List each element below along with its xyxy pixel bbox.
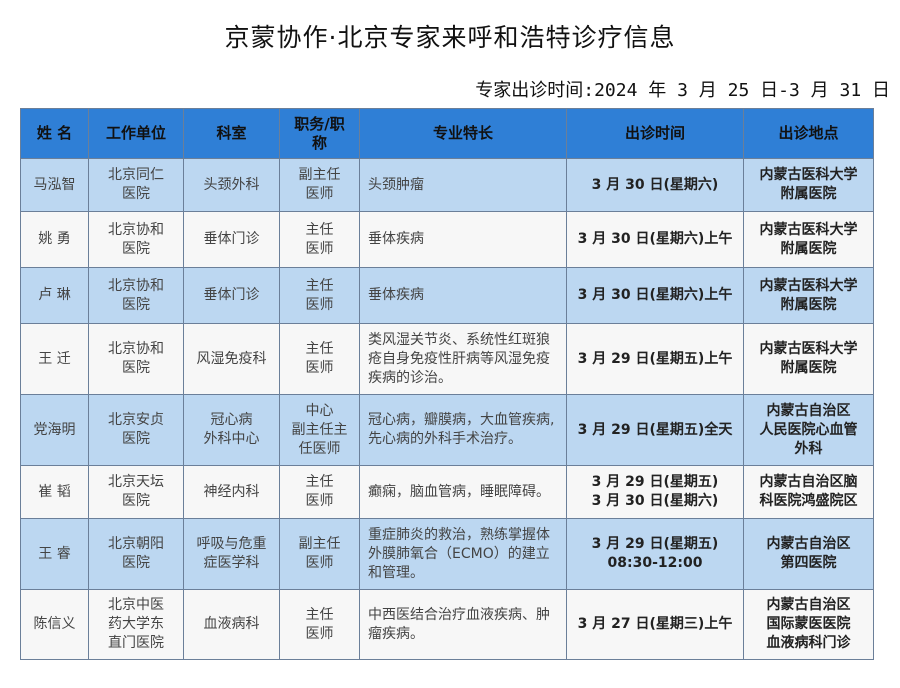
table-row: 卢 琳北京协和 医院 垂体门诊 主任 医师 垂体疾病 3 月 30 日(星期六)上午 内蒙…	[20, 267, 874, 324]
header-unit: 工作单位	[88, 108, 184, 159]
cell-time: 3 月 29 日(星期五) 08:30-12:00	[566, 518, 744, 590]
cell-time: 3 月 29 日(星期五)全天	[566, 394, 744, 466]
cell-name: 崔 韬	[20, 465, 89, 519]
cell-unit: 北京同仁 医院	[88, 158, 184, 212]
cell-specialty: 重症肺炎的救治，熟练掌握体外膜肺氧合（ECMO）的建立和管理。	[359, 518, 567, 590]
table-row: 姚 勇北京协和 医院 垂体门诊 主任 医师 垂体疾病 3 月 30 日(星期六)上午 内蒙…	[20, 211, 874, 268]
cell-department: 呼吸与危重 症医学科	[183, 518, 280, 590]
cell-position: 主任 医师	[279, 211, 360, 268]
cell-time: 3 月 30 日(星期六)上午	[566, 267, 744, 324]
header-specialty: 专业特长	[359, 108, 567, 159]
cell-unit: 北京协和 医院	[88, 211, 184, 268]
page-title: 京蒙协作·北京专家来呼和浩特诊疗信息	[224, 23, 676, 52]
cell-department: 头颈外科	[183, 158, 280, 212]
cell-unit: 北京天坛 医院	[88, 465, 184, 519]
cell-position: 副主任 医师	[279, 518, 360, 590]
table-row: 陈信义 北京中医 药大学东 直门医院 血液病科 主任 医师 中西医结合治疗血液疾病、肿瘤…	[20, 589, 874, 660]
cell-unit: 北京中医 药大学东 直门医院	[88, 589, 184, 660]
cell-name: 陈信义	[20, 589, 89, 660]
cell-specialty: 头颈肿瘤	[359, 158, 567, 212]
schedule-period: 专家出诊时间:2024 年 3 月 25 日-3 月 31 日	[475, 80, 890, 101]
cell-position: 副主任 医师	[279, 158, 360, 212]
cell-name: 党海明	[20, 394, 89, 466]
cell-unit: 北京协和 医院	[88, 267, 184, 324]
expert-schedule-table: 姓 名 工作单位 科室 职务/职 称 专业特长 出诊时间 出诊地点 马泓智 北京同…	[20, 108, 874, 660]
table-row: 崔 韬北京天坛 医院 神经内科 主任 医师 癫痫，脑血管病，睡眠障碍。 3 月 29 日…	[20, 465, 874, 519]
cell-specialty: 垂体疾病	[359, 267, 567, 324]
cell-department: 风湿免疫科	[183, 323, 280, 395]
header-location: 出诊地点	[743, 108, 874, 159]
cell-position: 主任 医师	[279, 267, 360, 324]
cell-location: 内蒙古医科大学 附属医院	[743, 211, 874, 268]
cell-name: 卢 琳	[20, 267, 89, 324]
header-position: 职务/职 称	[279, 108, 360, 159]
cell-specialty: 冠心病，瓣膜病，大血管疾病,先心病的外科手术治疗。	[359, 394, 567, 466]
cell-name: 姚 勇	[20, 211, 89, 268]
cell-time: 3 月 29 日(星期五) 3 月 30 日(星期六)	[566, 465, 744, 519]
cell-specialty: 类风湿关节炎、系统性红斑狼疮自身免疫性肝病等风湿免疫疾病的诊治。	[359, 323, 567, 395]
cell-time: 3 月 27 日(星期三)上午	[566, 589, 744, 660]
cell-location: 内蒙古自治区脑 科医院鸿盛院区	[743, 465, 874, 519]
header-department: 科室	[183, 108, 280, 159]
header-name: 姓 名	[20, 108, 89, 159]
header-time: 出诊时间	[566, 108, 744, 159]
cell-department: 血液病科	[183, 589, 280, 660]
cell-location: 内蒙古自治区 人民医院心血管 外科	[743, 394, 874, 466]
cell-location: 内蒙古自治区 第四医院	[743, 518, 874, 590]
cell-specialty: 垂体疾病	[359, 211, 567, 268]
cell-unit: 北京朝阳 医院	[88, 518, 184, 590]
table-row: 马泓智 北京同仁 医院 头颈外科 副主任 医师 头颈肿瘤 3 月 30 日(星期六) 内蒙古…	[20, 158, 874, 212]
cell-department: 冠心病 外科中心	[183, 394, 280, 466]
cell-department: 垂体门诊	[183, 267, 280, 324]
table-row: 党海明 北京安贞 医院 冠心病 外科中心 中心 副主任主 任医师 冠心病，瓣膜病，大血管…	[20, 394, 874, 466]
cell-specialty: 癫痫，脑血管病，睡眠障碍。	[359, 465, 567, 519]
cell-unit: 北京协和 医院	[88, 323, 184, 395]
cell-name: 王 睿	[20, 518, 89, 590]
cell-location: 内蒙古医科大学 附属医院	[743, 158, 874, 212]
cell-unit: 北京安贞 医院	[88, 394, 184, 466]
cell-name: 王 迁	[20, 323, 89, 395]
cell-position: 主任 医师	[279, 323, 360, 395]
cell-name: 马泓智	[20, 158, 89, 212]
cell-time: 3 月 30 日(星期六)	[566, 158, 744, 212]
table-row: 王 迁北京协和 医院 风湿免疫科 主任 医师 类风湿关节炎、系统性红斑狼疮自身免疫性肝…	[20, 323, 874, 395]
cell-location: 内蒙古医科大学 附属医院	[743, 267, 874, 324]
cell-location: 内蒙古自治区 国际蒙医医院 血液病科门诊	[743, 589, 874, 660]
cell-specialty: 中西医结合治疗血液疾病、肿瘤疾病。	[359, 589, 567, 660]
cell-position: 主任 医师	[279, 589, 360, 660]
cell-department: 垂体门诊	[183, 211, 280, 268]
cell-department: 神经内科	[183, 465, 280, 519]
cell-position: 中心 副主任主 任医师	[279, 394, 360, 466]
table-row: 王 睿北京朝阳 医院 呼吸与危重 症医学科 副主任 医师 重症肺炎的救治，熟练掌握体外…	[20, 518, 874, 590]
cell-location: 内蒙古医科大学 附属医院	[743, 323, 874, 395]
cell-time: 3 月 30 日(星期六)上午	[566, 211, 744, 268]
cell-position: 主任 医师	[279, 465, 360, 519]
table-header-row: 姓 名 工作单位 科室 职务/职 称 专业特长 出诊时间 出诊地点	[20, 108, 874, 159]
cell-time: 3 月 29 日(星期五)上午	[566, 323, 744, 395]
